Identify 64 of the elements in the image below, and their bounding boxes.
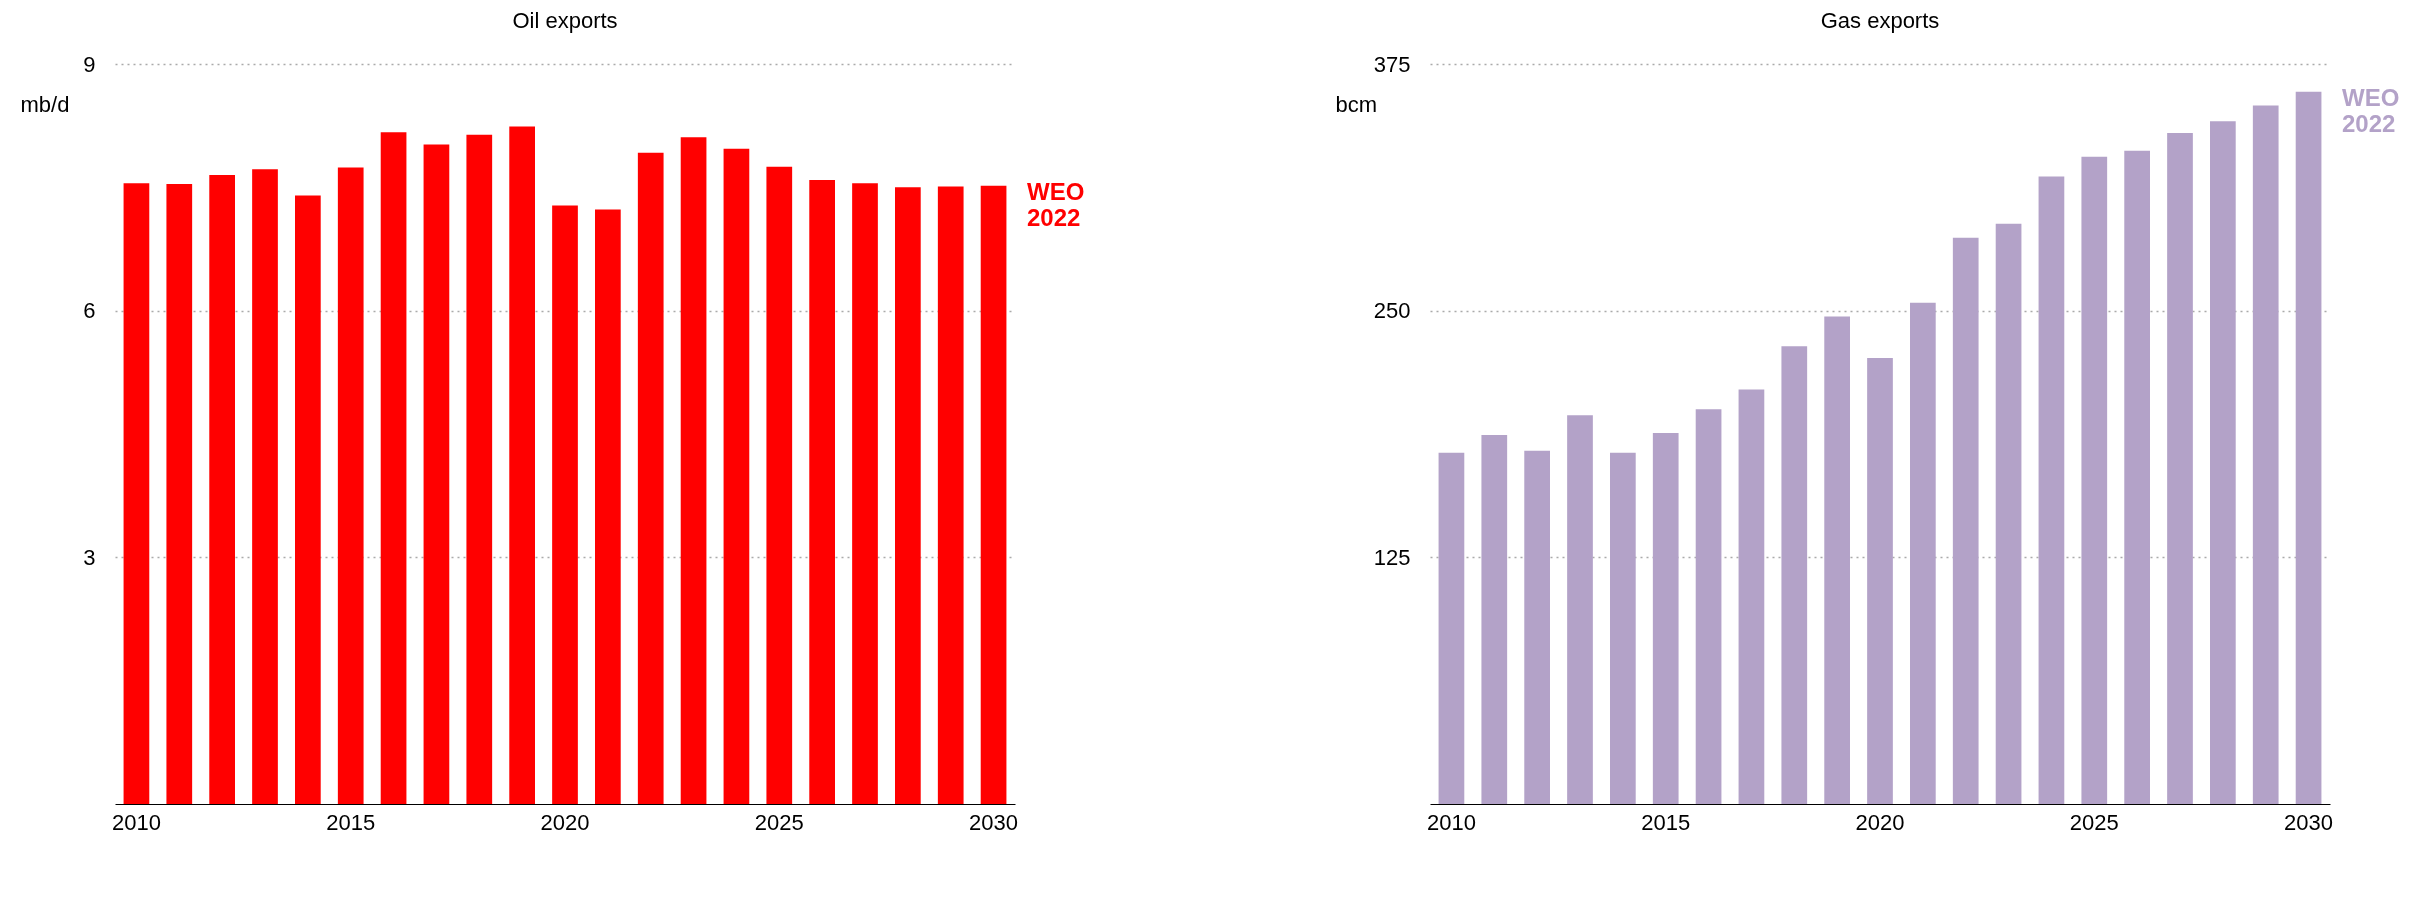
bar	[1652, 433, 1679, 804]
x-tick-label: 2030	[969, 809, 1019, 835]
bar	[1910, 302, 1936, 804]
bar	[1995, 223, 2022, 804]
chart-title: Gas exports	[1820, 8, 1940, 33]
x-tick-label: 2025	[2069, 809, 2119, 835]
bar	[1695, 409, 1722, 804]
bar	[766, 166, 793, 804]
bar	[809, 179, 835, 804]
bar	[1824, 316, 1850, 804]
x-tick-label: 2010	[111, 809, 161, 835]
bar	[2081, 156, 2108, 804]
y-axis-title: mb/d	[20, 91, 70, 117]
bar	[380, 132, 407, 804]
bar	[680, 137, 707, 804]
bar	[723, 148, 750, 804]
x-tick-label: 2030	[2284, 809, 2334, 835]
bar	[552, 205, 578, 804]
x-tick-label: 2010	[1426, 809, 1476, 835]
bar	[637, 152, 664, 804]
bar	[1867, 358, 1893, 804]
bar	[252, 169, 278, 804]
series-label: WEO 2022	[1027, 177, 1085, 231]
bar	[1738, 389, 1765, 804]
bar	[937, 186, 964, 804]
y-axis-title: bcm	[1335, 91, 1378, 117]
x-tick-label: 2025	[754, 809, 804, 835]
bar	[166, 184, 193, 804]
y-tick-label: 3	[83, 544, 96, 570]
bar	[1481, 434, 1508, 804]
bar	[2167, 133, 2193, 804]
y-tick-label: 9	[83, 51, 96, 77]
x-tick-label: 2015	[1641, 809, 1691, 835]
bar	[852, 183, 878, 804]
bar	[2295, 91, 2322, 804]
bar	[2124, 150, 2150, 804]
bar	[509, 126, 535, 804]
bar	[980, 185, 1007, 804]
y-tick-label: 250	[1373, 298, 1411, 324]
bar	[466, 134, 493, 804]
bar	[2038, 176, 2065, 804]
bar	[209, 175, 235, 804]
bar	[895, 187, 921, 804]
bar	[295, 195, 321, 804]
bar	[1524, 450, 1550, 804]
bar	[1952, 237, 1979, 804]
series-label: WEO 2022	[2342, 83, 2400, 137]
y-tick-label: 6	[83, 298, 96, 324]
bar	[337, 167, 364, 804]
bar	[123, 183, 150, 804]
x-tick-label: 2015	[326, 809, 376, 835]
bar	[423, 144, 450, 804]
bar	[2252, 105, 2279, 804]
bar	[1610, 452, 1636, 804]
x-tick-label: 2020	[540, 809, 590, 835]
bar	[2210, 121, 2236, 804]
bar	[595, 209, 621, 804]
y-tick-label: 125	[1373, 544, 1411, 570]
chart-title: Oil exports	[512, 8, 618, 33]
bar	[1438, 452, 1465, 804]
bar	[1781, 346, 1808, 804]
x-tick-label: 2020	[1855, 809, 1905, 835]
bar	[1567, 415, 1593, 804]
y-tick-label: 375	[1373, 51, 1411, 77]
